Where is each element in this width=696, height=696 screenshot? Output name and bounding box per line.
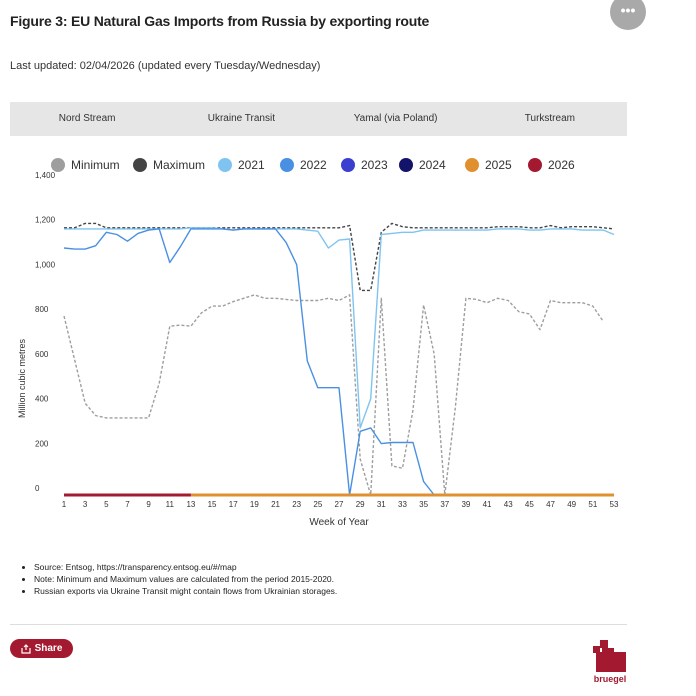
legend-marker-2026: [528, 158, 542, 172]
x-tick-label: 33: [398, 500, 407, 509]
y-tick-label: 800: [35, 305, 49, 314]
x-tick-label: 19: [250, 500, 259, 509]
line-chart: Minimum Maximum 2021 2022 2023 2024 2025 2026 0 2…: [17, 158, 619, 528]
x-tick-label: 9: [146, 500, 151, 509]
legend-label-2024: 2024: [419, 158, 446, 172]
page-title: Figure 3: EU Natural Gas Imports from Ru…: [10, 13, 430, 29]
share-label: Share: [34, 643, 63, 654]
x-tick-label: 15: [208, 500, 217, 509]
legend-label-2026: 2026: [548, 158, 575, 172]
legend-label-2025: 2025: [485, 158, 512, 172]
series-line-minimum: [63, 294, 604, 496]
bruegel-logo: [593, 640, 626, 672]
legend-marker-2023: [341, 158, 355, 172]
x-tick-label: 25: [313, 500, 322, 509]
legend-label-2022: 2022: [300, 158, 327, 172]
y-tick-label: 1,400: [35, 171, 56, 180]
x-tick-label: 17: [229, 500, 238, 509]
y-tick-label: 1,200: [35, 216, 56, 225]
x-tick-label: 49: [567, 500, 576, 509]
brand-name: bruegel: [593, 674, 627, 684]
tab-yamal[interactable]: Yamal (via Poland): [353, 113, 438, 124]
legend-label-maximum: Maximum: [153, 158, 205, 172]
share-button[interactable]: Share: [10, 639, 73, 658]
legend-marker-maximum: [133, 158, 147, 172]
legend-marker-2024: [399, 158, 413, 172]
y-tick-label: 200: [35, 439, 49, 448]
y-tick-label: 600: [35, 350, 49, 359]
x-tick-label: 39: [461, 500, 470, 509]
x-tick-label: 5: [104, 500, 109, 509]
x-tick-label: 53: [610, 500, 619, 509]
x-tick-label: 29: [356, 500, 365, 509]
x-tick-label: 45: [525, 500, 534, 509]
x-tick-label: 23: [292, 500, 301, 509]
legend-label-minimum: Minimum: [71, 158, 120, 172]
x-tick-label: 37: [440, 500, 449, 509]
x-tick-label: 35: [419, 500, 428, 509]
route-tabs: Nord Stream Ukraine Transit Yamal (via P…: [10, 102, 627, 136]
x-axis-title: Week of Year: [309, 517, 369, 528]
note-source: Source: Entsog, https://transparency.ent…: [34, 562, 337, 572]
legend-label-2023: 2023: [361, 158, 388, 172]
series-line-maximum: [64, 222, 615, 292]
share-icon: [20, 643, 31, 654]
legend-marker-2021: [218, 158, 232, 172]
x-tick-label: 3: [83, 500, 88, 509]
x-tick-label: 11: [166, 500, 175, 509]
x-tick-label: 13: [186, 500, 195, 509]
legend-marker-2022: [280, 158, 294, 172]
y-axis-title: Million cubic metres: [17, 338, 27, 418]
x-tick-label: 1: [62, 500, 67, 509]
divider: [10, 624, 627, 625]
y-tick-label: 1,000: [35, 260, 56, 269]
series-line-2022: [63, 228, 445, 496]
x-tick-label: 21: [271, 500, 280, 509]
x-tick-label: 43: [504, 500, 513, 509]
tab-nord-stream[interactable]: Nord Stream: [58, 113, 116, 124]
legend-marker-2025: [465, 158, 479, 172]
more-options-button[interactable]: •••: [610, 0, 646, 30]
note-ukraine: Russian exports via Ukraine Transit migh…: [34, 586, 337, 596]
x-tick-label: 27: [335, 500, 344, 509]
tab-ukraine-transit[interactable]: Ukraine Transit: [207, 113, 275, 124]
last-updated-text: Last updated: 02/04/2026 (updated every …: [10, 60, 321, 72]
series-line-2021: [64, 227, 615, 429]
x-tick-label: 51: [588, 500, 597, 509]
footnotes: Source: Entsog, https://transparency.ent…: [20, 562, 337, 598]
y-tick-label: 0: [35, 484, 40, 493]
x-tick-label: 7: [125, 500, 130, 509]
y-tick-label: 400: [35, 395, 49, 404]
legend-marker-minimum: [51, 158, 65, 172]
legend-label-2021: 2021: [238, 158, 265, 172]
x-tick-label: 31: [377, 500, 386, 509]
x-tick-label: 47: [546, 500, 555, 509]
note-min-max: Note: Minimum and Maximum values are cal…: [34, 574, 337, 584]
x-tick-label: 41: [483, 500, 492, 509]
tab-turkstream[interactable]: Turkstream: [524, 113, 575, 124]
